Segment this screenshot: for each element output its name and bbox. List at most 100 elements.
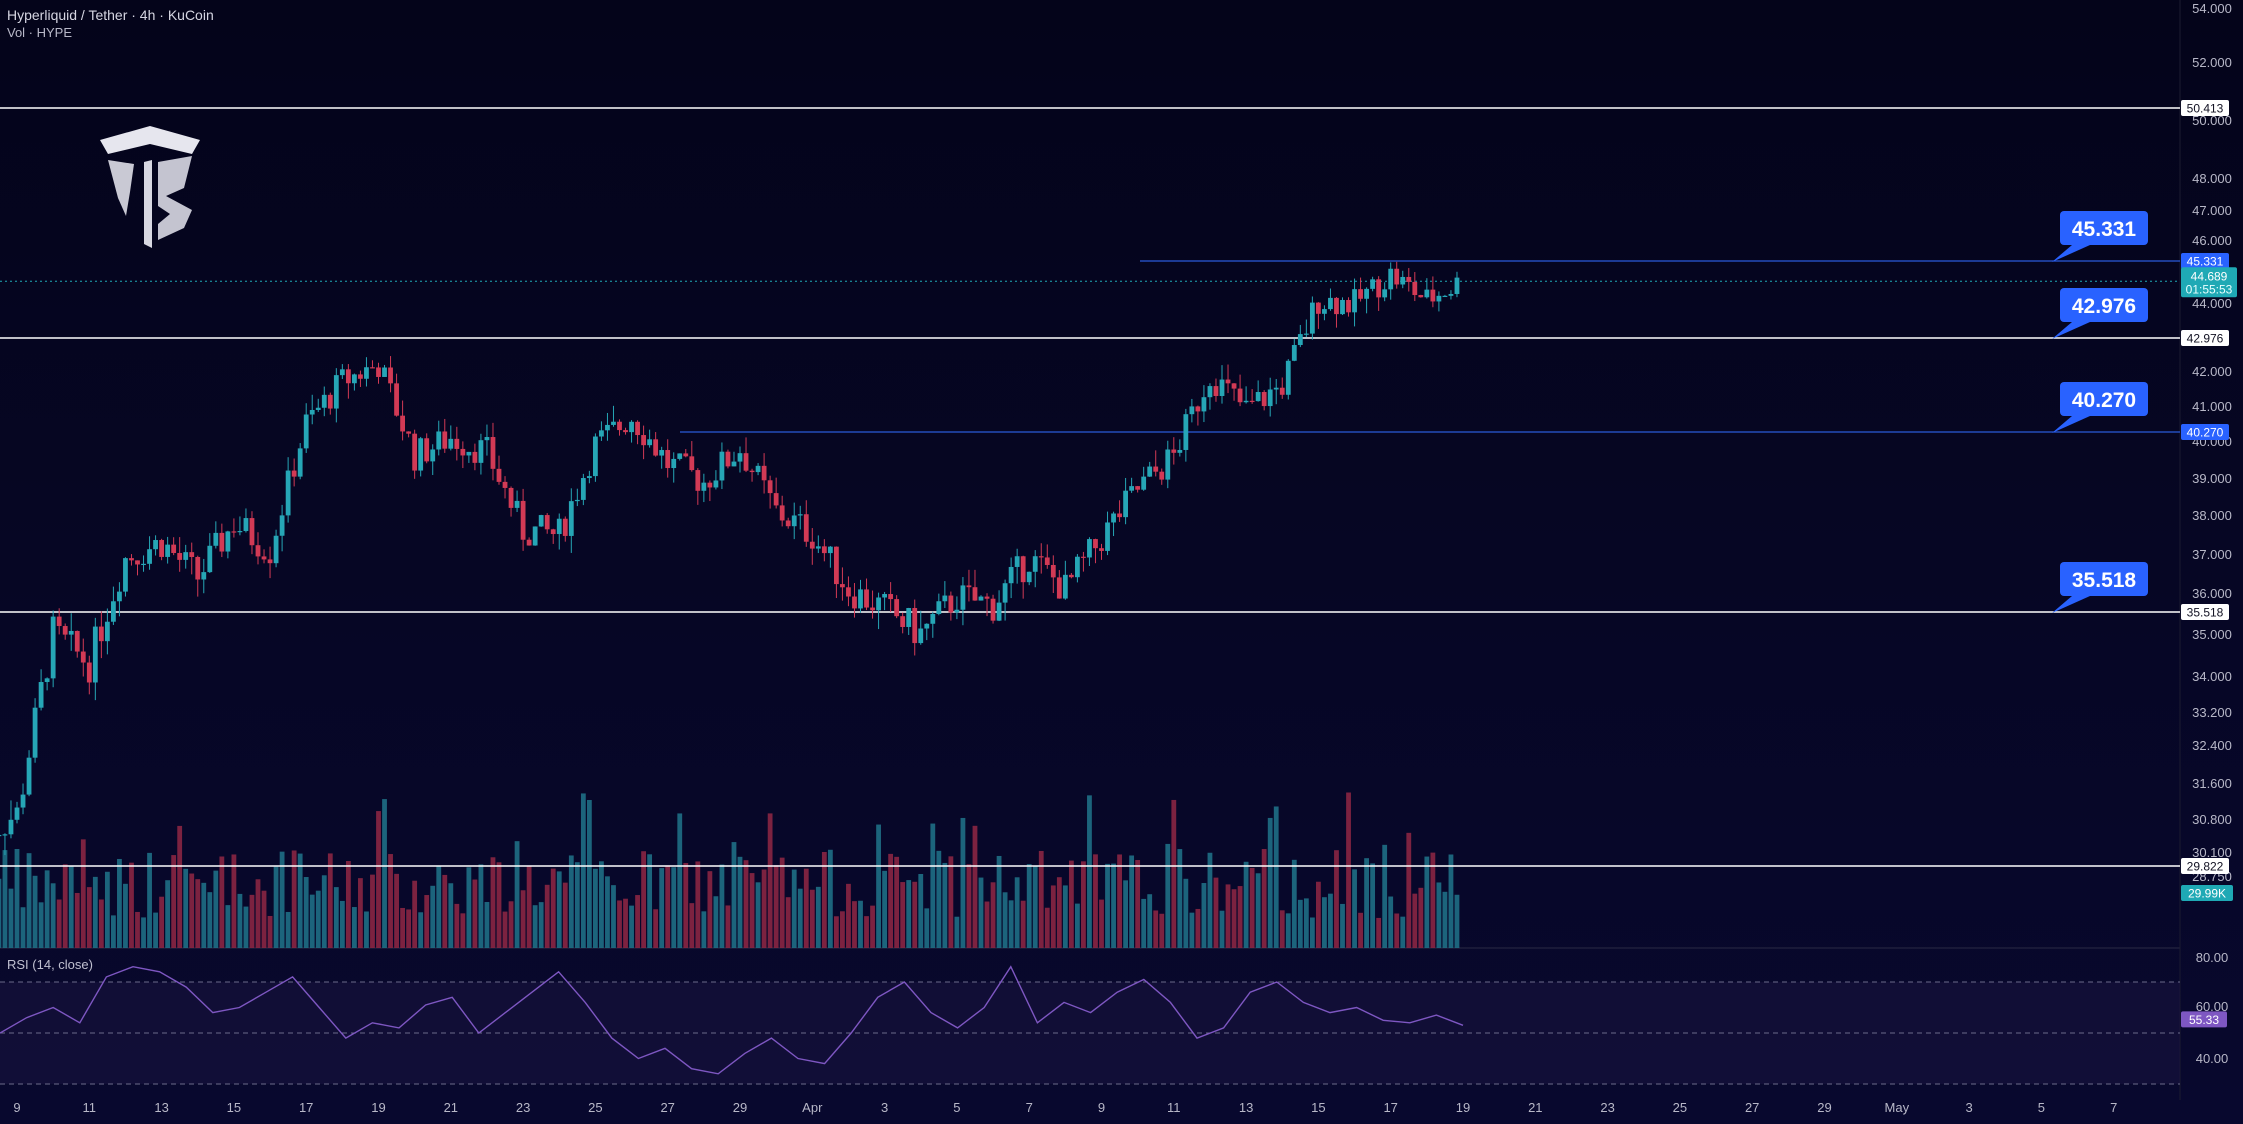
- volume-bar: [1273, 806, 1279, 948]
- last-price-countdown: 01:55:53: [2186, 282, 2233, 296]
- price-tick: 36.000: [2192, 586, 2232, 601]
- candle-body: [129, 558, 134, 561]
- time-tick: 11: [1167, 1100, 1181, 1115]
- volume-bar: [611, 885, 616, 948]
- candle-body: [466, 451, 472, 456]
- candle-body: [183, 552, 189, 560]
- candle-body: [171, 544, 177, 554]
- volume-bar: [755, 882, 761, 948]
- candle-body: [1243, 400, 1249, 403]
- volume-bar: [62, 864, 68, 948]
- symbol-title: Hyperliquid / Tether · 4h · KuCoin: [7, 7, 214, 23]
- time-tick: 11: [83, 1100, 97, 1115]
- volume-bar: [1364, 858, 1369, 948]
- candle-body: [1364, 288, 1369, 299]
- candle-body: [1020, 556, 1026, 583]
- volume-bar: [1135, 860, 1141, 948]
- volume-bar: [466, 867, 472, 948]
- candle-body: [671, 458, 677, 469]
- candle-body: [1394, 268, 1400, 285]
- volume-bar: [448, 883, 454, 948]
- callout-box: [2060, 382, 2148, 416]
- candle-body: [225, 531, 231, 552]
- time-tick: 13: [154, 1100, 168, 1115]
- candle-body: [448, 438, 454, 449]
- volume-bar: [237, 893, 243, 948]
- volume-bar: [177, 825, 183, 948]
- volume-bar: [370, 874, 375, 948]
- callout-pointer: [2052, 416, 2090, 433]
- candle-body: [424, 438, 430, 462]
- volume-bar: [972, 825, 978, 948]
- price-tick: 41.000: [2192, 399, 2232, 414]
- candle-body: [237, 531, 243, 533]
- volume-bar: [1014, 877, 1020, 948]
- time-tick: 3: [1965, 1100, 1972, 1115]
- price-tick: 33.200: [2192, 705, 2232, 720]
- candles: [0, 261, 1460, 856]
- price-tick: 46.000: [2192, 233, 2232, 248]
- volume-bar: [1400, 916, 1406, 948]
- candle-body: [1352, 289, 1357, 313]
- candle-body: [44, 678, 50, 683]
- volume-bar: [364, 911, 369, 948]
- candle-body: [80, 651, 86, 663]
- candle-body: [147, 549, 152, 564]
- candle-body: [315, 407, 321, 410]
- volume-bar: [1394, 913, 1400, 948]
- level-axis-label: 40.270: [2187, 426, 2224, 440]
- volume-bar: [1189, 912, 1195, 948]
- candle-body: [785, 520, 791, 527]
- candle-body: [201, 572, 207, 580]
- level-axis-label: 29.822: [2187, 860, 2224, 874]
- volume-bar: [1297, 899, 1303, 948]
- volume-bar: [767, 813, 773, 948]
- candle-body: [285, 470, 291, 516]
- candle-body: [352, 374, 357, 384]
- price-tick: 54.000: [2192, 1, 2232, 16]
- volume-indicator-label: Vol · HYPE: [7, 25, 73, 40]
- candle-body: [815, 546, 821, 549]
- candle-body: [321, 394, 327, 408]
- candle-body: [1303, 333, 1309, 335]
- candle-body: [1117, 513, 1122, 518]
- volume-axis-box: [2181, 885, 2233, 901]
- rsi-tick: 40.00: [2196, 1051, 2229, 1066]
- time-tick: 17: [1383, 1100, 1397, 1115]
- volume-bar: [225, 905, 231, 948]
- price-tick: 48.000: [2192, 171, 2232, 186]
- candle-body: [267, 559, 273, 564]
- candle-body: [382, 367, 387, 377]
- volume-bar: [846, 883, 851, 948]
- time-tick: 27: [660, 1100, 674, 1115]
- volume-bar: [388, 854, 393, 948]
- price-axis: 54.000 52.000 50.000 48.000 47.000 46.000 44.0…: [2181, 1, 2237, 1066]
- volume-bar: [98, 899, 104, 948]
- volume-bar: [749, 873, 755, 948]
- level-axis-box: [2181, 604, 2229, 620]
- candle-body: [8, 819, 14, 835]
- volume-bar: [713, 896, 719, 948]
- candle-body: [430, 449, 436, 462]
- volume-bar: [773, 865, 779, 948]
- price-tick: 34.000: [2192, 669, 2232, 684]
- volume-bar: [1123, 880, 1128, 948]
- candle-body: [454, 438, 460, 449]
- volume-bar: [1050, 885, 1056, 948]
- rsi-tick: 80.00: [2196, 950, 2229, 965]
- volume-bar: [309, 894, 315, 948]
- candle-body: [436, 431, 442, 450]
- candle-body: [882, 594, 887, 598]
- candle-body: [1183, 414, 1189, 450]
- volume-bar: [297, 853, 303, 948]
- time-tick: 3: [881, 1100, 888, 1115]
- volume-bar: [1436, 882, 1442, 948]
- level-axis-box: [2181, 100, 2229, 116]
- volume-bar: [1243, 861, 1249, 948]
- volume-bar: [695, 861, 701, 948]
- candle-body: [20, 794, 26, 808]
- candle-body: [574, 499, 580, 502]
- volume-bar: [1316, 881, 1321, 948]
- volume-bar: [1213, 877, 1219, 948]
